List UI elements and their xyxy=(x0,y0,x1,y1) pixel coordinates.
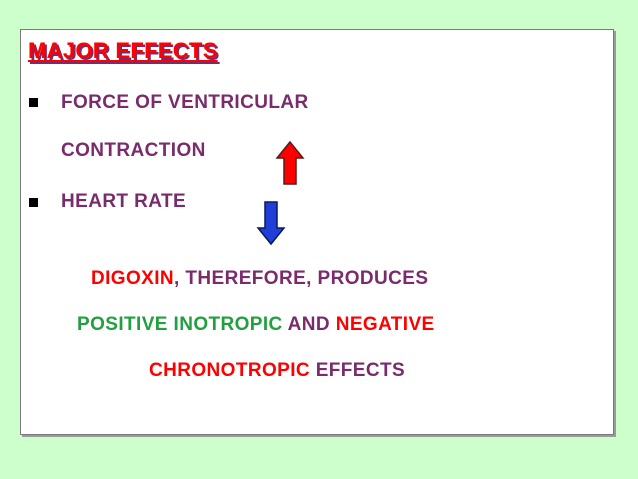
bullet-1-line-1: FORCE OF VENTRICULAR xyxy=(61,92,309,113)
conclusion-line-1: DIGOXIN, THEREFORE, PRODUCES xyxy=(91,268,428,290)
bullet-2-text: HEART RATE xyxy=(61,191,187,212)
down-arrow-icon xyxy=(256,201,286,246)
bullet-marker xyxy=(29,98,38,107)
slide-panel xyxy=(20,29,614,435)
bullet-1-line-2: CONTRACTION xyxy=(61,140,206,161)
bullet-marker xyxy=(29,198,38,207)
negative-label: NEGATIVE xyxy=(335,314,435,335)
slide-title: MAJOR EFFECTS xyxy=(28,38,218,63)
therefore-produces-text: , THEREFORE, PRODUCES xyxy=(174,268,429,289)
effects-text: EFFECTS xyxy=(310,360,406,381)
chronotropic-label: CHRONOTROPIC xyxy=(149,360,311,381)
and-text: AND xyxy=(282,314,336,335)
conclusion-line-2: POSITIVE INOTROPIC AND NEGATIVE xyxy=(77,314,435,336)
digoxin-label: DIGOXIN xyxy=(91,268,175,289)
up-arrow-icon xyxy=(275,140,305,185)
positive-inotropic-label: POSITIVE INOTROPIC xyxy=(77,314,283,335)
conclusion-line-3: CHRONOTROPIC EFFECTS xyxy=(149,360,405,382)
